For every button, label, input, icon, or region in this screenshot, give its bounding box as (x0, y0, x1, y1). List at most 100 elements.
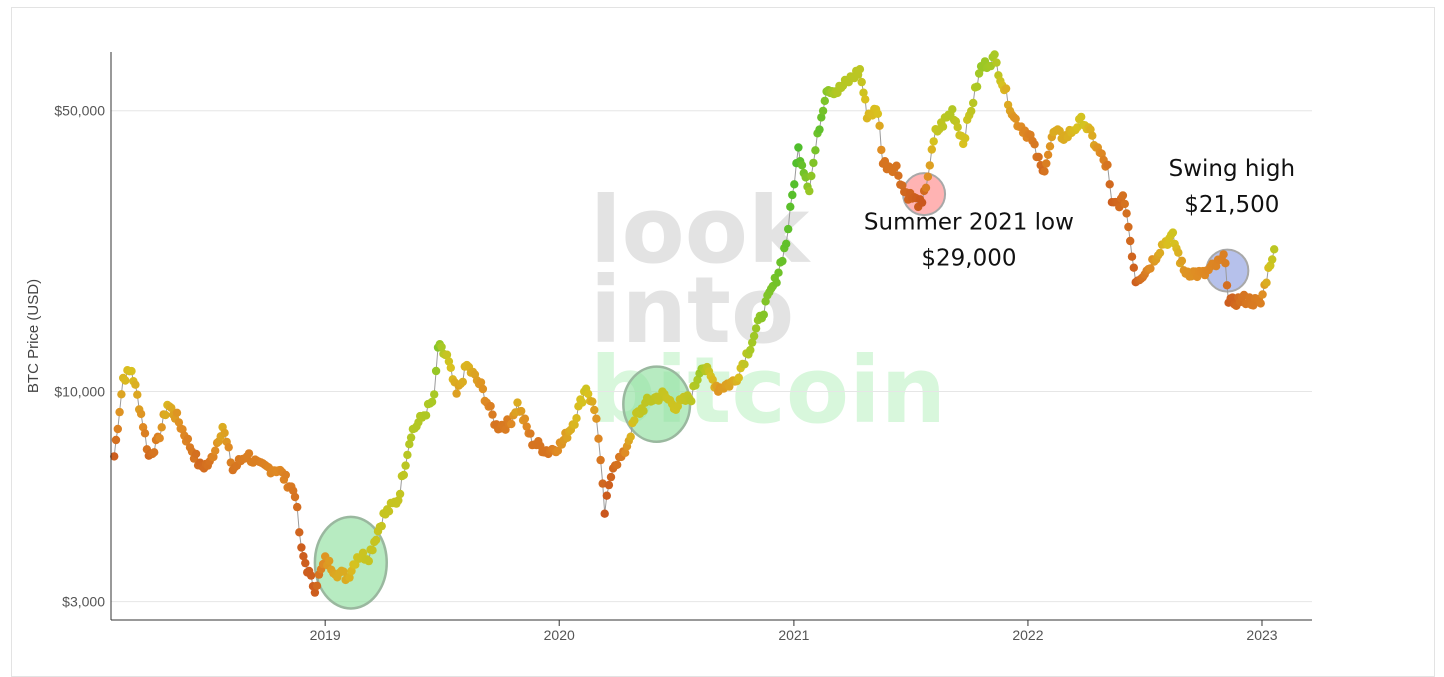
price-point (600, 509, 609, 518)
price-point (312, 581, 322, 590)
price-point (1155, 248, 1165, 258)
price-point (157, 423, 166, 432)
price-point (875, 121, 884, 130)
price-point (759, 310, 768, 319)
price-point (211, 446, 220, 455)
price-point (1222, 281, 1232, 290)
price-point (172, 408, 182, 417)
price-point (526, 429, 535, 438)
annotation-text: $29,000 (921, 245, 1016, 271)
price-point (1211, 262, 1221, 271)
price-point (437, 342, 446, 352)
price-point (403, 450, 412, 460)
price-point (938, 122, 948, 131)
price-point (751, 324, 761, 333)
price-point (815, 125, 824, 134)
price-point (873, 109, 883, 119)
price-point (536, 441, 545, 450)
price-point (306, 571, 316, 580)
price-point (1042, 159, 1051, 168)
price-point (894, 171, 903, 180)
price-point (1011, 114, 1020, 124)
price-point (115, 407, 124, 417)
price-point (1163, 240, 1172, 249)
price-point (1045, 142, 1055, 151)
price-point (513, 398, 522, 407)
price-point (1270, 245, 1279, 254)
price-point (133, 390, 142, 399)
price-point (161, 410, 170, 420)
price-point (604, 480, 614, 490)
price-point (708, 375, 717, 384)
price-point (427, 397, 437, 407)
price-point (1262, 278, 1271, 287)
price-point (1120, 199, 1130, 209)
price-point (517, 406, 526, 416)
price-point (1055, 126, 1064, 136)
price-point (1168, 228, 1178, 237)
price-point (1174, 248, 1183, 257)
price-points (110, 50, 1279, 597)
price-point (140, 429, 150, 438)
price-point (774, 268, 783, 277)
price-point (790, 180, 799, 189)
price-point (594, 434, 603, 443)
price-point (974, 69, 984, 78)
price-point (613, 460, 622, 469)
price-point (990, 50, 999, 59)
annotation-text: $21,500 (1184, 192, 1279, 218)
price-point (351, 560, 360, 569)
price-point (452, 389, 461, 398)
price-point (1030, 140, 1039, 149)
price-point (368, 546, 377, 555)
price-point (220, 428, 229, 438)
price-point (570, 420, 579, 429)
price-point (1221, 259, 1230, 268)
price-point (224, 443, 233, 452)
price-point (602, 491, 611, 500)
price-point (310, 588, 320, 597)
price-point (811, 146, 820, 155)
price-point (817, 113, 826, 122)
price-point (209, 452, 218, 462)
price-point (877, 145, 886, 155)
price-point (807, 171, 816, 181)
price-point (563, 433, 572, 442)
price-point (1118, 191, 1128, 200)
watermark-text: look (590, 177, 811, 284)
price-point (406, 433, 416, 442)
price-point (394, 496, 403, 505)
annotations: Summer 2021 low $29,000 Swing high $21,500 (864, 156, 1295, 271)
price-point (167, 403, 176, 413)
price-point (1219, 250, 1228, 259)
price-point (325, 556, 334, 566)
price-point (486, 401, 495, 411)
price-point (1088, 131, 1097, 140)
price-point (772, 278, 781, 287)
price-point (507, 419, 516, 429)
price-point (522, 422, 531, 431)
price-point (446, 363, 455, 372)
price-point (384, 507, 394, 516)
price-point (572, 414, 581, 423)
price-point (1103, 160, 1112, 169)
price-point (191, 449, 201, 459)
y-tick-label: $10,000 (54, 384, 105, 400)
price-point (927, 145, 936, 154)
price-point (967, 106, 976, 116)
price-point (553, 446, 563, 455)
price-point (1122, 209, 1131, 218)
price-point (121, 376, 130, 385)
price-point (584, 389, 593, 399)
price-point (740, 360, 749, 369)
price-point (917, 198, 927, 207)
price-point (297, 543, 306, 552)
x-tick-label: 2019 (310, 627, 341, 643)
price-point (1268, 255, 1277, 264)
price-point (244, 449, 254, 458)
price-point (921, 183, 931, 192)
price-point (1097, 149, 1106, 158)
price-point (431, 366, 441, 376)
price-point (1177, 256, 1187, 265)
price-point (861, 95, 870, 104)
